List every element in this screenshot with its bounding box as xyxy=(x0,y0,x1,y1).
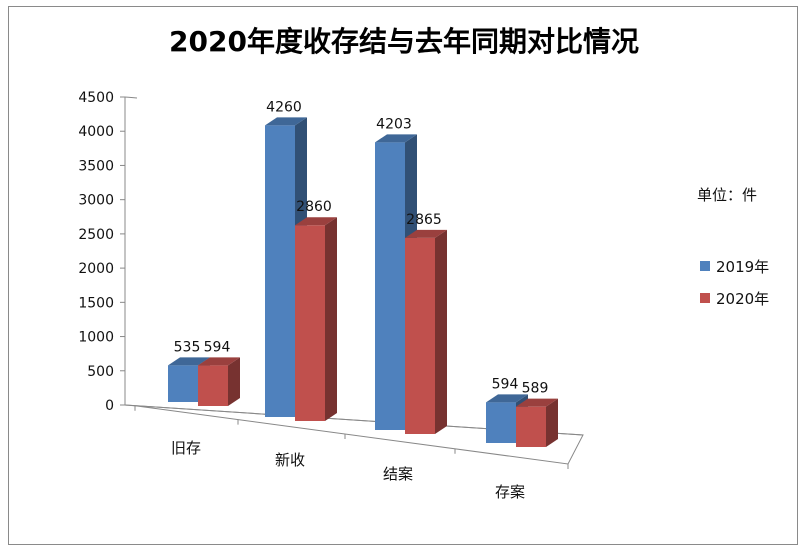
category-label: 新收 xyxy=(275,451,305,469)
legend-item-2020: 2020年 xyxy=(700,282,769,314)
bar-top xyxy=(265,117,307,126)
bar-2019 xyxy=(375,142,405,430)
y-tick-label: 4000 xyxy=(78,124,114,140)
y-tick-label: 3000 xyxy=(78,193,114,209)
bar-2019 xyxy=(265,125,295,417)
y-tick-label: 1500 xyxy=(78,295,114,311)
y-tick-label: 2500 xyxy=(78,227,114,243)
category-label: 结案 xyxy=(383,465,413,483)
legend-label-2019: 2019年 xyxy=(716,257,770,276)
y-tick-label: 0 xyxy=(105,398,114,414)
axis-cap xyxy=(124,96,138,99)
legend-swatch-2019 xyxy=(700,261,710,271)
chart-title: 2020年度收存结与去年同期对比情况 xyxy=(169,25,639,58)
bar-2019 xyxy=(168,365,198,402)
data-label: 589 xyxy=(522,381,549,397)
data-label: 2860 xyxy=(296,199,332,215)
y-tick-label: 2000 xyxy=(78,261,114,277)
bar-2019 xyxy=(486,402,516,443)
legend-item-2019: 2019年 xyxy=(700,250,769,282)
bar-2020 xyxy=(295,225,325,421)
unit-label: 单位：件 xyxy=(697,186,758,204)
bar-top xyxy=(198,357,240,366)
y-tick-label: 3500 xyxy=(78,158,114,174)
legend-label-2020: 2020年 xyxy=(716,289,770,308)
data-label: 535 xyxy=(174,339,201,355)
data-label: 4260 xyxy=(266,99,302,115)
legend-swatch-2020 xyxy=(700,293,710,303)
bar-top xyxy=(375,134,417,143)
bar-side xyxy=(228,357,240,406)
y-tick-label: 500 xyxy=(87,364,114,380)
data-label: 594 xyxy=(492,376,519,392)
bar-2020 xyxy=(405,237,435,434)
bar-top xyxy=(486,394,528,403)
bar-side xyxy=(546,398,558,447)
bar-top xyxy=(168,357,210,366)
bar-2020 xyxy=(516,406,546,447)
y-tick-label: 4500 xyxy=(78,90,114,106)
data-label: 594 xyxy=(204,339,231,355)
category-label: 旧存 xyxy=(171,439,201,457)
bar-side xyxy=(325,217,337,421)
bar-top xyxy=(405,229,447,238)
bar-2020 xyxy=(198,365,228,406)
legend: 2019年 2020年 xyxy=(700,250,769,314)
data-label: 4203 xyxy=(376,116,412,132)
bar-top xyxy=(295,217,337,226)
bar-top xyxy=(516,398,558,407)
bar-side xyxy=(435,229,447,434)
category-label: 存案 xyxy=(495,483,525,501)
y-tick-label: 1000 xyxy=(78,330,114,346)
data-label: 2865 xyxy=(406,212,442,228)
